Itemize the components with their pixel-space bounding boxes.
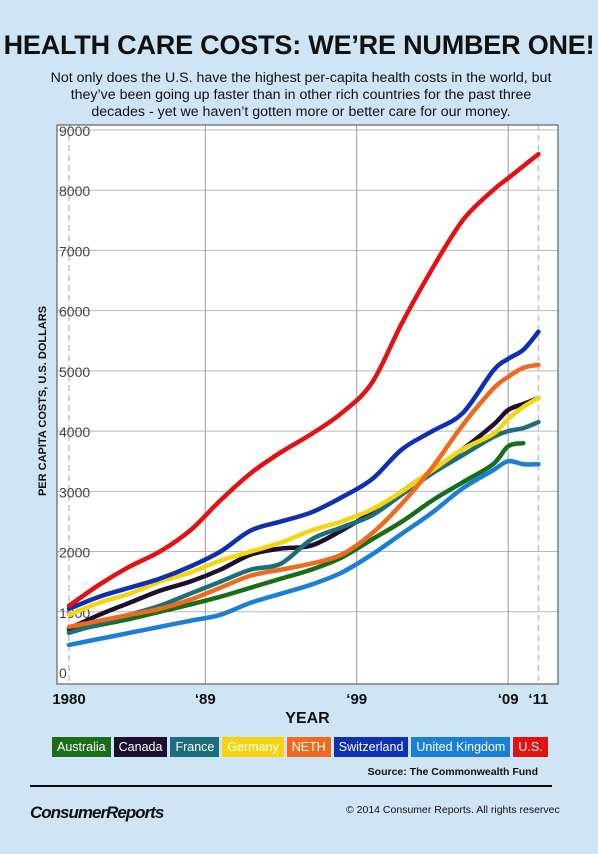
y-tick-label: 6000 bbox=[59, 304, 90, 320]
chart-legend: Australia Canada France Germany NETH Switzerl… bbox=[52, 737, 548, 757]
plot-frame bbox=[56, 124, 559, 685]
y-tick-label: 8000 bbox=[59, 183, 90, 199]
legend-item-switzerland: Switzerland bbox=[333, 737, 409, 757]
series-line-united-kingdom bbox=[66, 458, 541, 648]
y-tick-label: 5000 bbox=[59, 364, 90, 380]
y-tick-label: 9000 bbox=[59, 123, 90, 139]
brand-logo: ConsumerReports bbox=[30, 803, 164, 822]
legend-item-australia: Australia bbox=[52, 737, 111, 757]
series-line-neth bbox=[66, 362, 541, 630]
x-axis-label: YEAR bbox=[285, 710, 330, 727]
series-line-australia bbox=[66, 440, 526, 634]
footer-divider bbox=[30, 785, 552, 787]
y-tick-label: 4000 bbox=[59, 424, 90, 440]
y-axis-label: PER CAPITA COSTS, U.S. DOLLARS bbox=[37, 306, 49, 496]
legend-item-germany: Germany bbox=[222, 737, 284, 757]
x-tick-label: ‘09 bbox=[498, 691, 519, 708]
y-tick-label: 2000 bbox=[59, 545, 90, 561]
copyright-text: © 2014 Consumer Reports. All rights rese… bbox=[346, 804, 560, 816]
y-tick-label: 3000 bbox=[59, 484, 90, 500]
x-tick-label: ‘11 bbox=[528, 691, 548, 708]
legend-item-neth: NETH bbox=[286, 737, 331, 757]
legend-item-united-kingdom: United Kingdom bbox=[411, 737, 511, 757]
series-line-france bbox=[66, 419, 541, 636]
y-tick-label: 0 bbox=[59, 665, 67, 681]
series-line-switzerland bbox=[66, 329, 541, 612]
series-line-u-s- bbox=[66, 151, 541, 609]
page-subtitle: Not only does the U.S. have the highest … bbox=[50, 70, 552, 120]
series-line-germany bbox=[66, 395, 541, 618]
legend-item-france: France bbox=[170, 737, 220, 757]
legend-item-canada: Canada bbox=[113, 737, 168, 757]
page-title: HEALTH CARE COSTS: WE’RE NUMBER ONE! bbox=[3, 30, 595, 60]
source-note: Source: The Commonwealth Fund bbox=[367, 766, 538, 778]
series-line-canada bbox=[66, 395, 541, 631]
legend-item-u-s-: U.S. bbox=[513, 737, 548, 757]
x-tick-label: 1980 bbox=[52, 691, 85, 708]
x-tick-label: ‘99 bbox=[346, 691, 367, 708]
x-tick-label: ‘89 bbox=[195, 691, 216, 708]
y-tick-label: 7000 bbox=[59, 243, 90, 259]
